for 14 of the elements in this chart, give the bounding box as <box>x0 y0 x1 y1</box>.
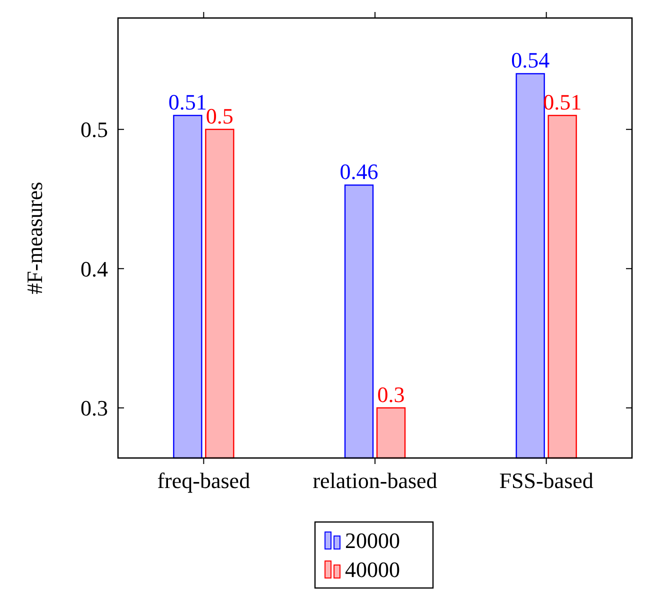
x-tick-label: FSS-based <box>499 468 594 493</box>
y-tick-label: 0.4 <box>80 256 108 282</box>
y-tick-label: 0.3 <box>80 396 108 421</box>
data-label: 0.3 <box>377 382 405 407</box>
data-label: 0.54 <box>511 48 550 73</box>
x-tick-label: relation-based <box>312 468 438 493</box>
legend-label: 40000 <box>345 557 400 582</box>
y-tick-label: 0.5 <box>80 117 108 142</box>
y-axis-title: #F-measures <box>22 182 47 294</box>
data-label: 0.46 <box>340 159 378 184</box>
data-label: 0.5 <box>206 103 234 128</box>
data-label: 0.51 <box>168 89 207 114</box>
legend-label: 20000 <box>345 528 400 553</box>
x-tick-label: freq-based <box>157 468 250 493</box>
